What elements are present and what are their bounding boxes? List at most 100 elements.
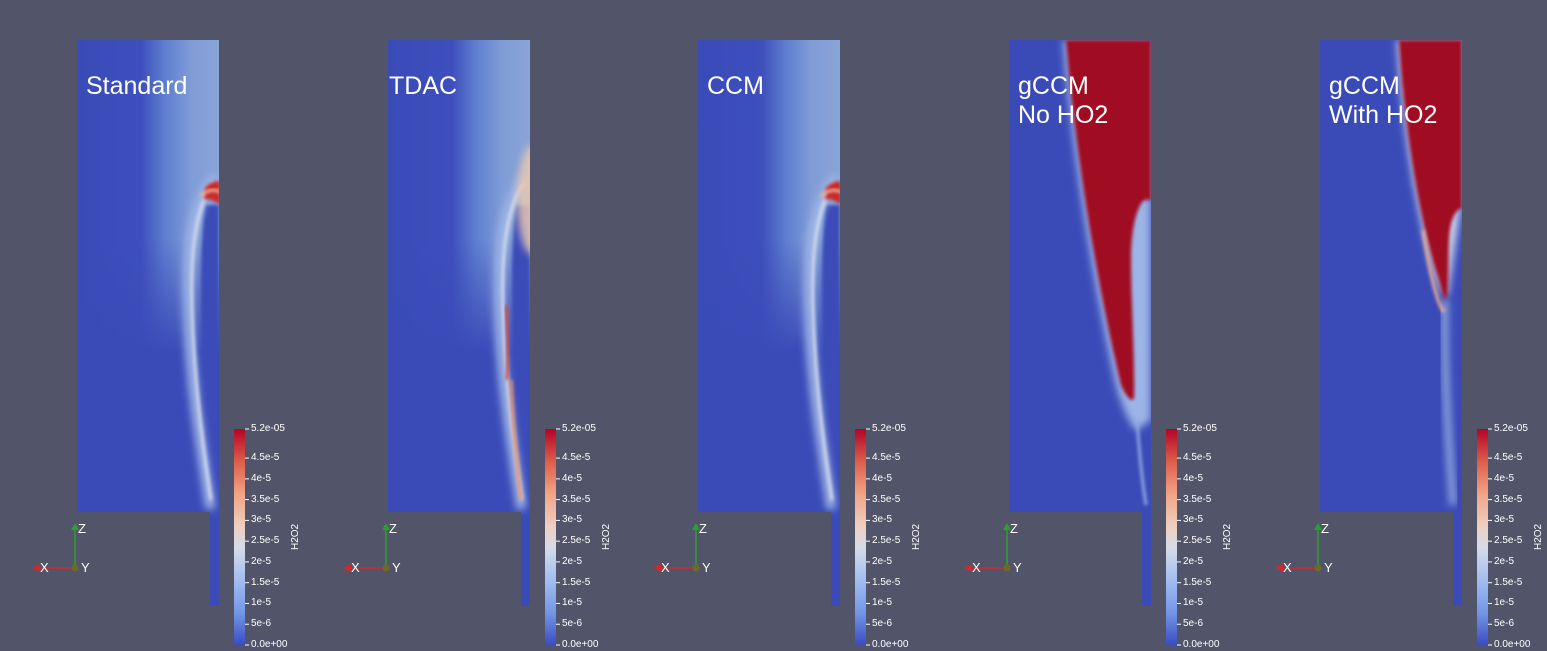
colorbar-tick-label: 1.5e-5	[1494, 576, 1523, 588]
colorbar-tick-label: 4e-5	[1183, 472, 1204, 484]
panel-standard: Standard 5.2e-05 4.5e-5 4e-5 3.5e-5 3e-5 2.5e-…	[0, 0, 301, 651]
colorbar-title: H2O2	[290, 523, 301, 550]
colorbar-tick-label: 2.5e-5	[251, 535, 280, 547]
colorbar-tick-label: 1.5e-5	[872, 576, 901, 588]
colorbar	[234, 428, 249, 646]
colorbar-tick-label: 3.5e-5	[562, 493, 591, 505]
h2o2-field-standard	[77, 40, 219, 606]
colorbar-tick-label: 1.5e-5	[562, 576, 591, 588]
colorbar-tick-label: 4.5e-5	[872, 452, 901, 464]
colorbar-tick-label: 2e-5	[562, 555, 583, 567]
colorbar-tick-label: 1e-5	[1183, 597, 1204, 609]
colorbar-tick-label: 0.0e+00	[872, 639, 909, 650]
colorbar	[545, 428, 560, 646]
h2o2-field-tdac	[388, 40, 530, 606]
colorbar-tick-label: 4e-5	[1494, 472, 1515, 484]
colorbar-tick-label: 3.5e-5	[251, 493, 280, 505]
colorbar-tick-label: 2.5e-5	[872, 535, 901, 547]
colorbar-tick-label: 4e-5	[251, 472, 272, 484]
colorbar-tick-label: 4.5e-5	[562, 452, 591, 464]
axis-label-z: Z	[78, 521, 86, 536]
colorbar-tick-label: 4e-5	[562, 472, 583, 484]
colorbar-tick-label: 4e-5	[872, 472, 893, 484]
colorbar-tick-label: 1e-5	[251, 597, 272, 609]
axis-label-x: X	[972, 560, 981, 575]
colorbar-tick-label: 3.5e-5	[872, 493, 901, 505]
axes-triad-icon	[1275, 523, 1322, 572]
axis-label-y: Y	[392, 560, 401, 575]
colorbar-tick-label: 3e-5	[872, 514, 893, 526]
colorbar-title: H2O2	[911, 523, 922, 550]
colorbar-tick-label: 5.2e-05	[872, 423, 906, 434]
colorbar-tick-label: 1e-5	[872, 597, 893, 609]
panel-title-line: No HO2	[1018, 101, 1109, 129]
colorbar-tick-label: 5e-6	[251, 618, 272, 630]
colorbar-tick-label: 5e-6	[872, 618, 893, 630]
colorbar-tick-label: 5e-6	[562, 618, 583, 630]
colorbar-tick-label: 0.0e+00	[562, 639, 599, 650]
colorbar-tick-label: 5.2e-05	[1494, 423, 1528, 434]
axis-label-z: Z	[1321, 521, 1329, 536]
colorbar	[1166, 428, 1181, 646]
colorbar-tick-label: 1.5e-5	[1183, 576, 1212, 588]
panel-ccm: CCM 5.2e-05 4.5e-5 4e-5 3.5e-5 3e-5 2.5e-5 2e-5…	[621, 0, 922, 651]
colorbar-tick-label: 2e-5	[872, 555, 893, 567]
panel-title: TDAC	[389, 72, 457, 101]
axis-label-z: Z	[389, 521, 397, 536]
colorbar-tick-label: 3e-5	[1183, 514, 1204, 526]
colorbar-tick-label: 0.0e+00	[251, 639, 288, 650]
axis-label-x: X	[1283, 560, 1292, 575]
panel-title-line: Standard	[86, 72, 188, 100]
axes-triad-icon	[964, 523, 1011, 572]
colorbar-tick-label: 5.2e-05	[1183, 423, 1217, 434]
colorbar-tick-label: 3.5e-5	[1183, 493, 1212, 505]
panel-title: CCM	[707, 72, 764, 101]
colorbar-tick-label: 2.5e-5	[1494, 535, 1523, 547]
axis-label-y: Y	[1013, 560, 1022, 575]
colorbar-tick-label: 0.0e+00	[1494, 639, 1531, 650]
axis-label-x: X	[40, 560, 49, 575]
colorbar-tick-label: 3e-5	[251, 514, 272, 526]
panel-title-line: CCM	[707, 72, 764, 100]
colorbar-tick-label: 1e-5	[1494, 597, 1515, 609]
axis-label-x: X	[661, 560, 670, 575]
panel-gccm_no: gCCM No HO2 5.2e-05 4.5e-5 4e-5 3.5e-5 3e-5 2.5…	[932, 0, 1233, 651]
panel-tdac: TDAC 5.2e-05 4.5e-5 4e-5 3.5e-5 3e-5 2.5e-5 2e-…	[311, 0, 612, 651]
panel-gccm_with: gCCM With HO2 5.2e-05 4.5e-5 4e-5 3.5e-5 3e-5 2…	[1243, 0, 1544, 651]
colorbar-tick-label: 1.5e-5	[251, 576, 280, 588]
colorbar-tick-label: 3e-5	[562, 514, 583, 526]
h2o2-field-gccm_no	[1009, 40, 1151, 606]
colorbar-tick-label: 5.2e-05	[251, 423, 285, 434]
colorbar-tick-label: 2e-5	[251, 555, 272, 567]
h2o2-field-ccm	[698, 40, 840, 606]
axis-label-y: Y	[702, 560, 711, 575]
axis-label-z: Z	[1010, 521, 1018, 536]
panel-title-line: TDAC	[389, 72, 458, 100]
axis-label-y: Y	[1324, 560, 1333, 575]
colorbar-tick-label: 3.5e-5	[1494, 493, 1523, 505]
colorbar-title: H2O2	[1222, 523, 1233, 550]
colorbar-tick-label: 5e-6	[1494, 618, 1515, 630]
colorbar-tick-label: 3e-5	[1494, 514, 1515, 526]
panel-title-line: gCCM	[1329, 72, 1400, 100]
panel-title: gCCM No HO2	[1018, 72, 1108, 130]
axis-label-z: Z	[699, 521, 707, 536]
colorbar-tick-label: 2.5e-5	[562, 535, 591, 547]
axes-triad-icon	[32, 523, 79, 572]
colorbar-tick-label: 2e-5	[1494, 555, 1515, 567]
h2o2-field-gccm_with	[1320, 40, 1462, 606]
colorbar-tick-label: 5.2e-05	[562, 423, 596, 434]
colorbar-tick-label: 4.5e-5	[1494, 452, 1523, 464]
panel-title: gCCM With HO2	[1329, 72, 1437, 130]
colorbar-tick-label: 4.5e-5	[1183, 452, 1212, 464]
colorbar-title: H2O2	[601, 523, 612, 550]
axes-triad-icon	[343, 523, 390, 572]
axes-triad-icon	[653, 523, 700, 572]
colorbar	[1477, 428, 1492, 646]
colorbar-tick-label: 2e-5	[1183, 555, 1204, 567]
colorbar-tick-label: 1e-5	[562, 597, 583, 609]
panel-title-line: With HO2	[1329, 101, 1438, 129]
panel-title-line: gCCM	[1018, 72, 1089, 100]
colorbar-tick-label: 5e-6	[1183, 618, 1204, 630]
colorbar-tick-label: 2.5e-5	[1183, 535, 1212, 547]
